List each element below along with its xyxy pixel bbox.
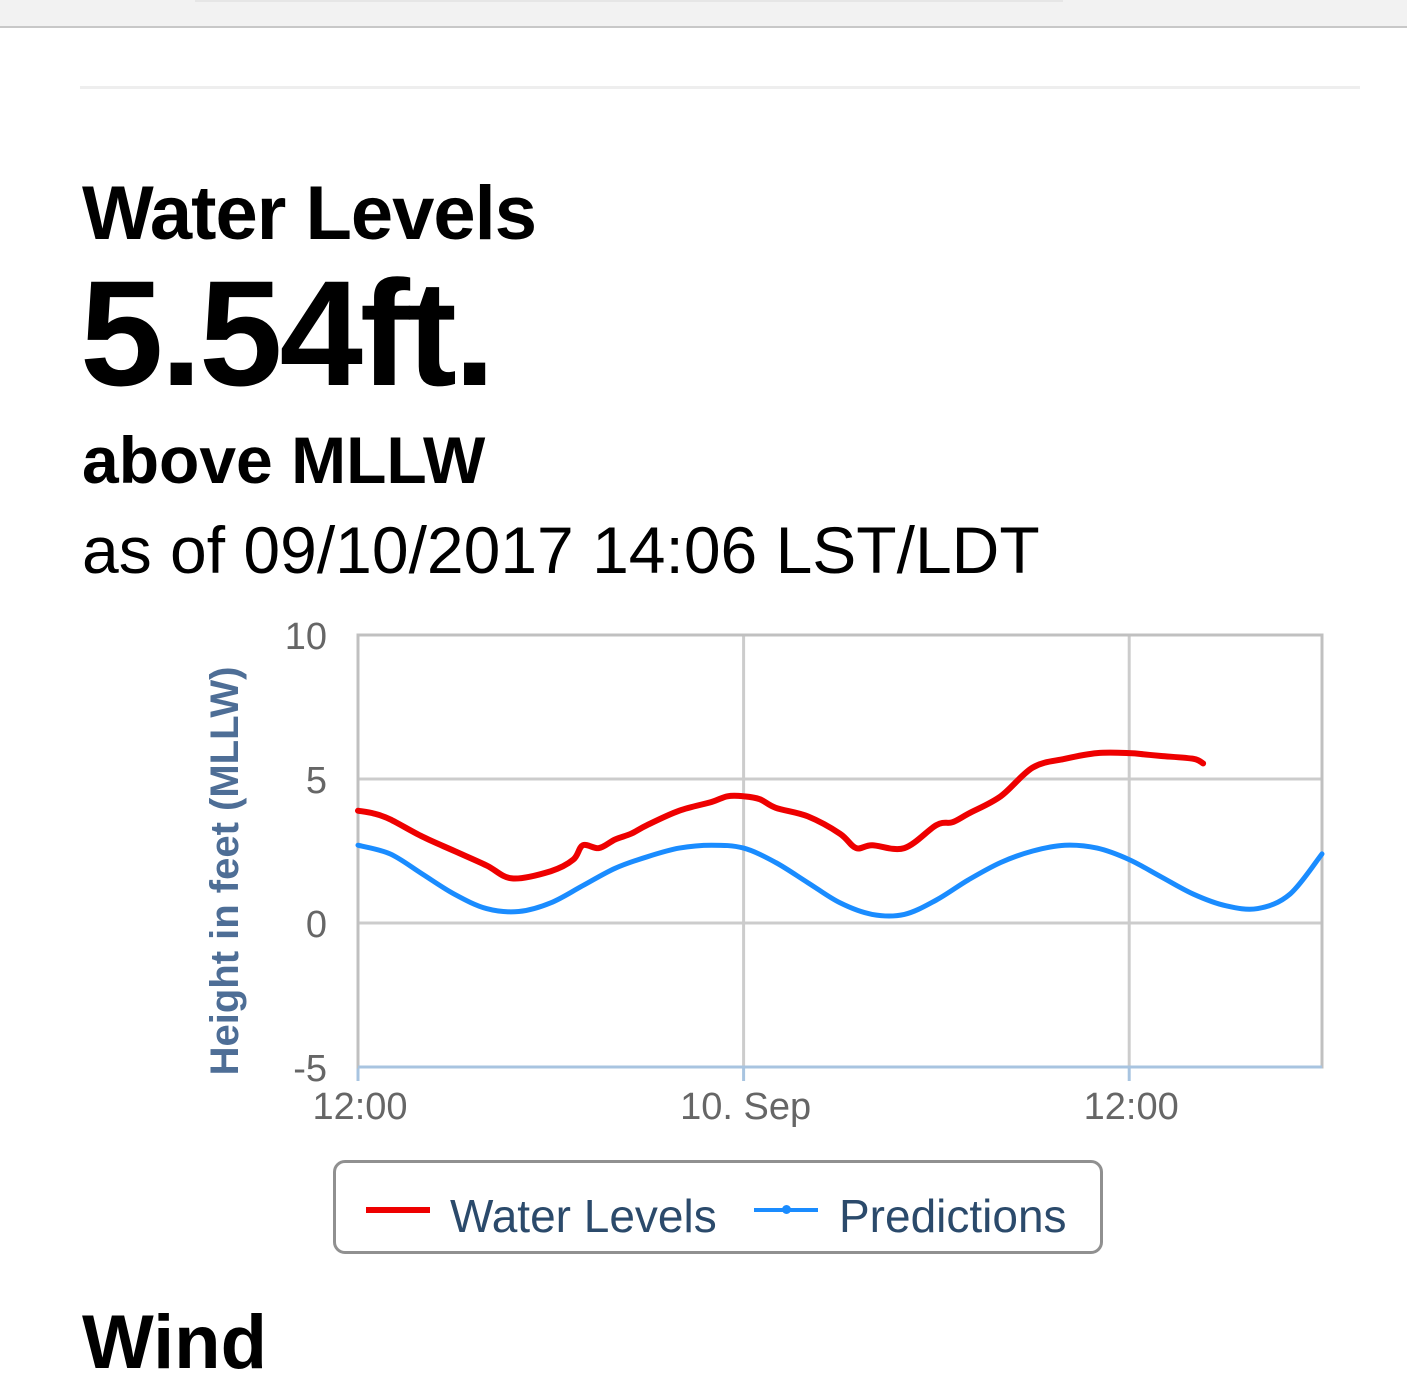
y-axis-title: Height in feet (MLLW) bbox=[203, 667, 247, 1076]
x-tick-label: 12:00 bbox=[1084, 1086, 1179, 1128]
y-tick-label: -5 bbox=[293, 1048, 327, 1090]
chart-legend: Water Levels Predictions bbox=[333, 1160, 1103, 1254]
series-line-water-levels bbox=[355, 749, 1207, 882]
legend-label-water-levels[interactable]: Water Levels bbox=[450, 1190, 717, 1242]
datum-label: above MLLW bbox=[82, 423, 486, 497]
x-tick-label: 12:00 bbox=[312, 1086, 407, 1128]
section-divider bbox=[80, 86, 1360, 89]
y-tick-label: 10 bbox=[285, 616, 327, 658]
next-section-title: Wind bbox=[82, 1300, 268, 1385]
page-title: Water Levels bbox=[82, 171, 537, 256]
plot-area bbox=[358, 635, 1322, 1067]
legend-swatch-predictions bbox=[754, 1205, 818, 1214]
water-level-value: 5.54ft. bbox=[80, 249, 496, 417]
timestamp-label: as of 09/10/2017 14:06 LST/LDT bbox=[82, 513, 1040, 587]
series-line-predictions bbox=[355, 842, 1325, 919]
legend-swatch-water-levels bbox=[366, 1207, 430, 1213]
x-tick-label: 10. Sep bbox=[680, 1086, 811, 1128]
address-bar-edge bbox=[195, 0, 1063, 2]
water-level-chart: -5 0 5 10 12:00 10. Sep 12:00 Height in feet (M… bbox=[203, 616, 1325, 1128]
browser-top-bar bbox=[0, 0, 1407, 28]
legend-label-predictions[interactable]: Predictions bbox=[839, 1190, 1067, 1242]
y-tick-label: 0 bbox=[306, 904, 327, 946]
y-tick-label: 5 bbox=[306, 760, 327, 802]
